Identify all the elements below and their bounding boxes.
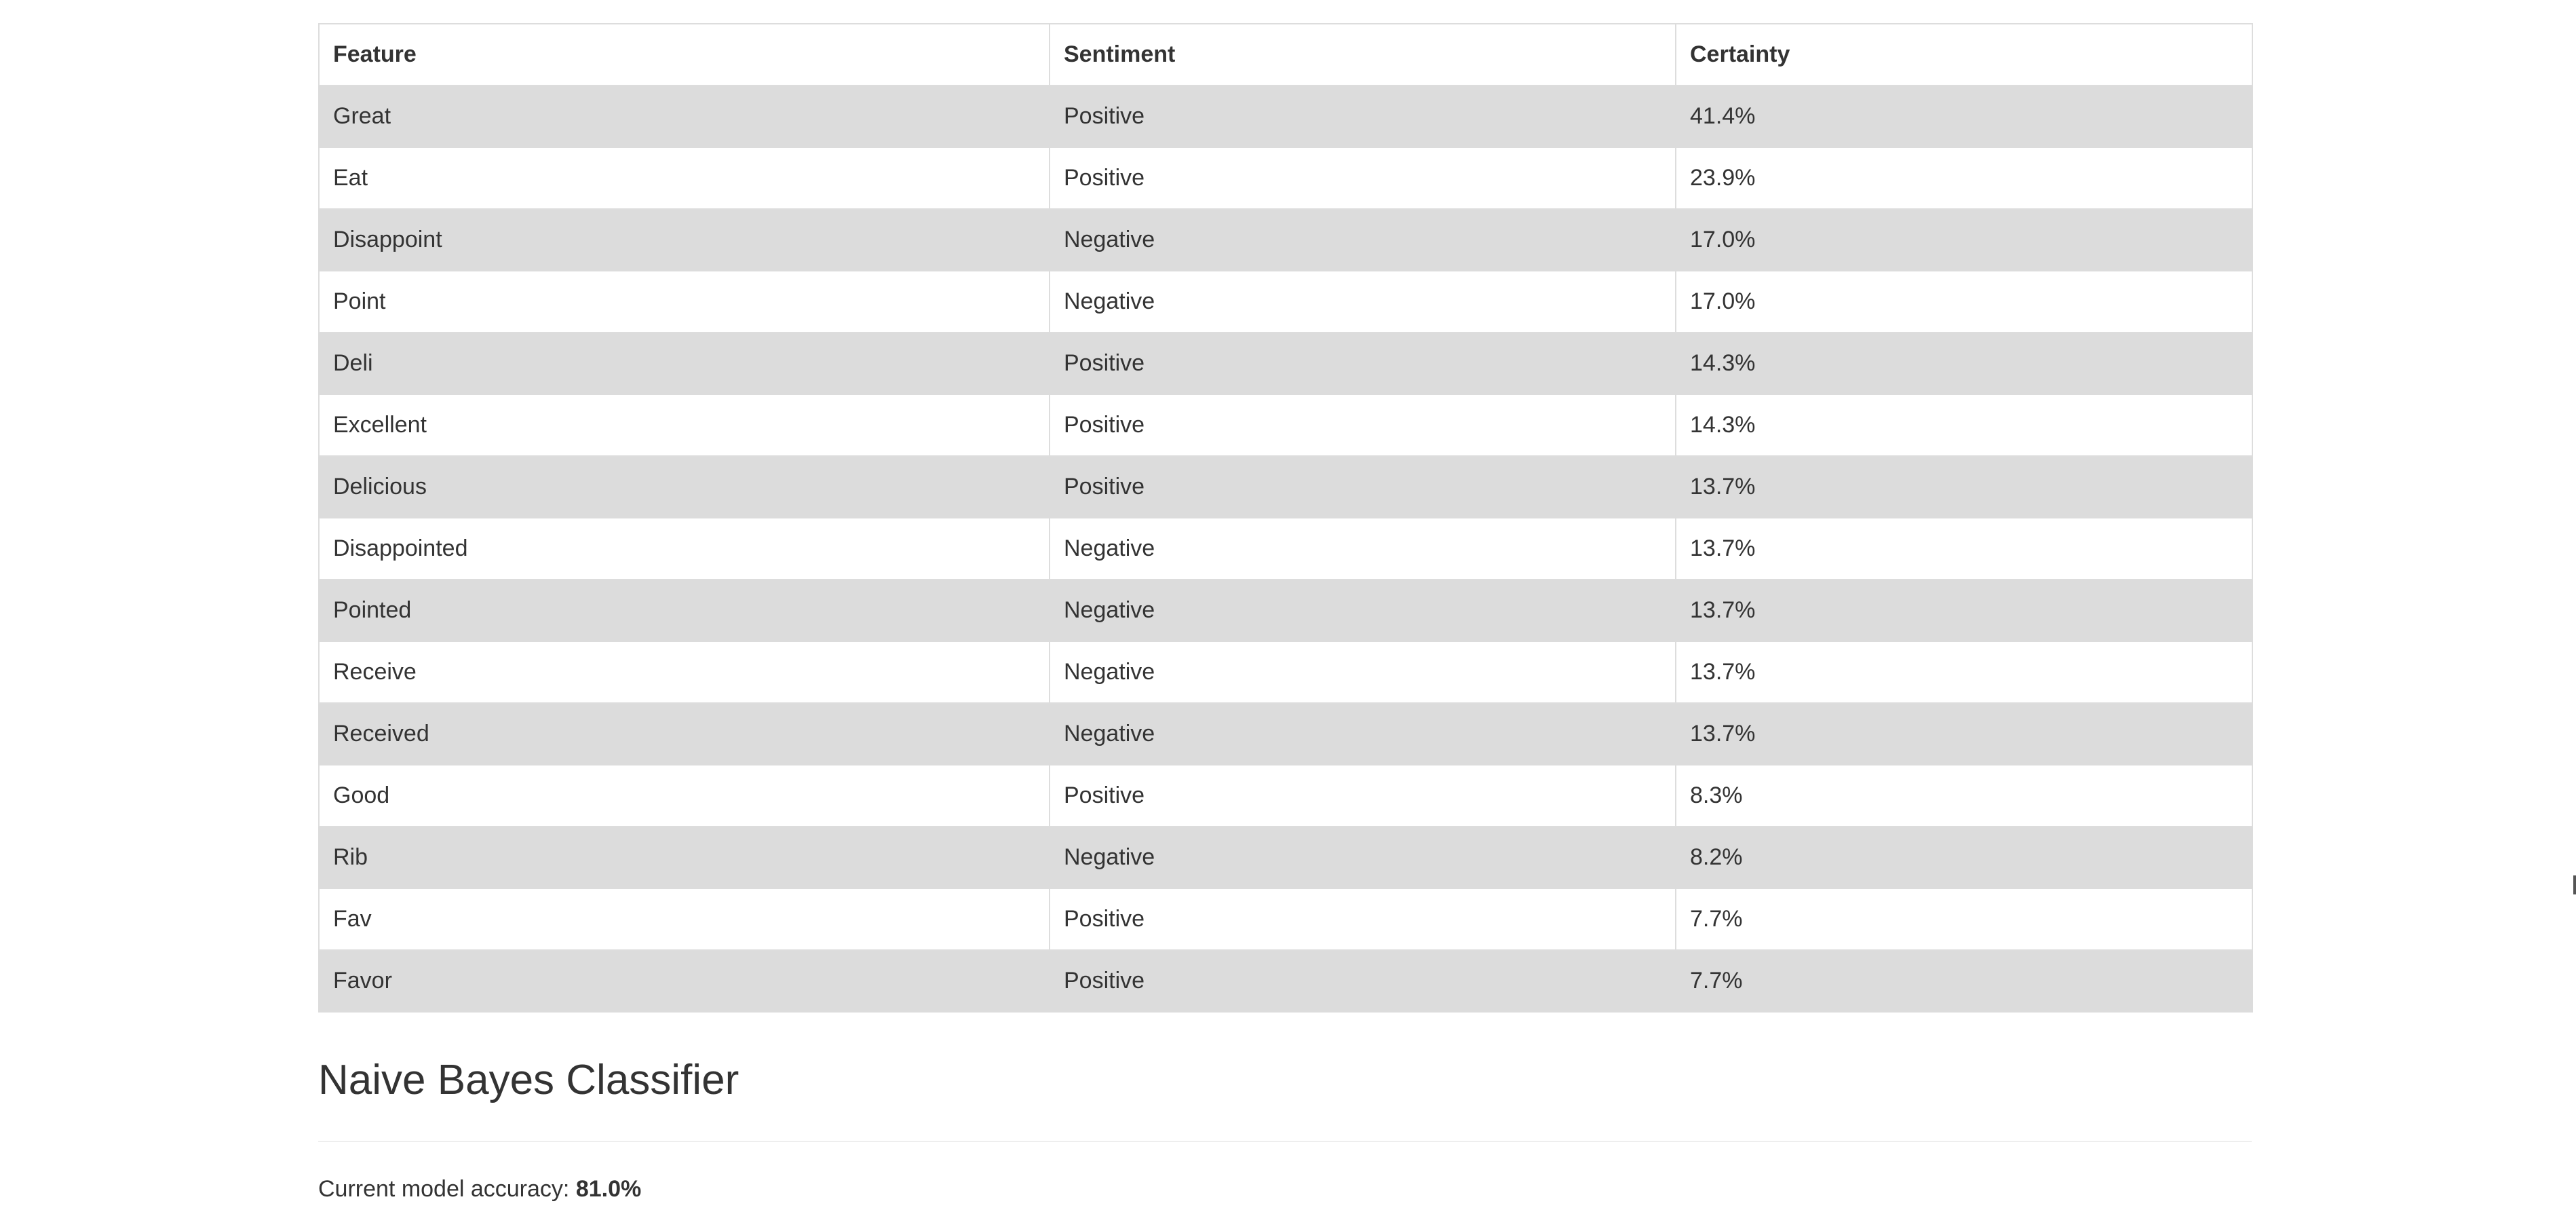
cell-sentiment: Negative <box>1049 208 1676 271</box>
table-row: Eat Positive 23.9% <box>318 147 2253 210</box>
cell-sentiment: Negative <box>1049 517 1676 580</box>
cell-feature: Point <box>318 270 1050 333</box>
feature-table: Feature Sentiment Certainty Great Positiv… <box>318 23 2253 1013</box>
column-header-certainty: Certainty <box>1675 23 2253 86</box>
table-row: Disappointed Negative 13.7% <box>318 517 2253 580</box>
cell-sentiment: Positive <box>1049 332 1676 395</box>
cell-sentiment: Positive <box>1049 764 1676 827</box>
cell-certainty: 7.7% <box>1675 888 2253 951</box>
cell-feature: Rib <box>318 826 1050 889</box>
table-row: Excellent Positive 14.3% <box>318 394 2253 457</box>
cell-feature: Delicious <box>318 455 1050 518</box>
cell-sentiment: Negative <box>1049 641 1676 704</box>
section-title: Naive Bayes Classifier <box>318 1057 739 1103</box>
table-row: Received Negative 13.7% <box>318 702 2253 765</box>
cell-feature: Favor <box>318 949 1050 1013</box>
cell-certainty: 41.4% <box>1675 85 2253 148</box>
cell-feature: Excellent <box>318 394 1050 457</box>
cell-sentiment: Positive <box>1049 85 1676 148</box>
cell-certainty: 14.3% <box>1675 394 2253 457</box>
table-row: Receive Negative 13.7% <box>318 641 2253 704</box>
header-row: Feature Sentiment Certainty <box>318 23 2253 86</box>
cell-certainty: 17.0% <box>1675 270 2253 333</box>
cell-sentiment: Negative <box>1049 826 1676 889</box>
cell-certainty: 13.7% <box>1675 702 2253 765</box>
cell-feature: Received <box>318 702 1050 765</box>
table-row: Point Negative 17.0% <box>318 270 2253 333</box>
table-row: Delicious Positive 13.7% <box>318 455 2253 518</box>
section-divider <box>318 1141 2252 1142</box>
feature-table-header: Feature Sentiment Certainty <box>318 23 2253 86</box>
cell-feature: Great <box>318 85 1050 148</box>
table-row: Rib Negative 8.2% <box>318 826 2253 889</box>
table-row: Fav Positive 7.7% <box>318 888 2253 951</box>
column-header-sentiment: Sentiment <box>1049 23 1676 86</box>
cell-feature: Fav <box>318 888 1050 951</box>
cell-sentiment: Positive <box>1049 888 1676 951</box>
cell-feature: Disappointed <box>318 517 1050 580</box>
cell-sentiment: Positive <box>1049 147 1676 210</box>
cell-sentiment: Negative <box>1049 702 1676 765</box>
cell-certainty: 8.3% <box>1675 764 2253 827</box>
cell-feature: Pointed <box>318 579 1050 642</box>
cell-feature: Good <box>318 764 1050 827</box>
cell-certainty: 17.0% <box>1675 208 2253 271</box>
table-row: Great Positive 41.4% <box>318 85 2253 148</box>
table-row: Favor Positive 7.7% <box>318 949 2253 1013</box>
model-accuracy: Current model accuracy: 81.0% <box>318 1173 641 1205</box>
cell-sentiment: Positive <box>1049 949 1676 1013</box>
cell-sentiment: Negative <box>1049 579 1676 642</box>
cell-sentiment: Positive <box>1049 394 1676 457</box>
cell-certainty: 13.7% <box>1675 579 2253 642</box>
cell-certainty: 13.7% <box>1675 517 2253 580</box>
scrollbar-thumb[interactable] <box>2573 875 2576 894</box>
table-row: Good Positive 8.3% <box>318 764 2253 827</box>
cell-feature: Eat <box>318 147 1050 210</box>
accuracy-label: Current model accuracy: <box>318 1176 570 1202</box>
cell-certainty: 7.7% <box>1675 949 2253 1013</box>
accuracy-value: 81.0% <box>575 1176 642 1202</box>
feature-table-body: Great Positive 41.4% Eat Positive 23.9% Disapp… <box>318 85 2253 1013</box>
column-header-feature: Feature <box>318 23 1050 86</box>
cell-sentiment: Positive <box>1049 455 1676 518</box>
cell-certainty: 13.7% <box>1675 455 2253 518</box>
cell-feature: Deli <box>318 332 1050 395</box>
table-row: Pointed Negative 13.7% <box>318 579 2253 642</box>
cell-certainty: 8.2% <box>1675 826 2253 889</box>
cell-feature: Receive <box>318 641 1050 704</box>
cell-sentiment: Negative <box>1049 270 1676 333</box>
table-row: Deli Positive 14.3% <box>318 332 2253 395</box>
table-row: Disappoint Negative 17.0% <box>318 208 2253 271</box>
cell-certainty: 14.3% <box>1675 332 2253 395</box>
cell-feature: Disappoint <box>318 208 1050 271</box>
cell-certainty: 23.9% <box>1675 147 2253 210</box>
cell-certainty: 13.7% <box>1675 641 2253 704</box>
